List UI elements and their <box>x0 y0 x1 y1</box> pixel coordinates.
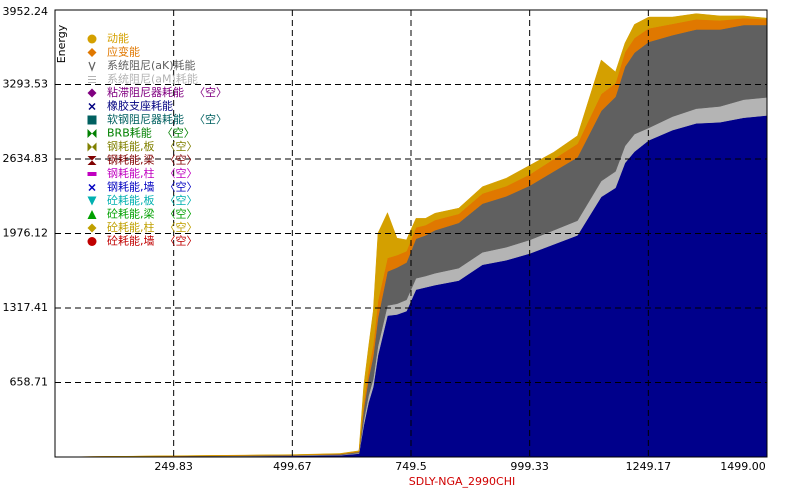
legend-label: 应变能 <box>107 45 140 59</box>
legend-note: 〈空〉 <box>194 112 227 126</box>
marker <box>87 172 97 176</box>
legend-marker <box>87 237 97 246</box>
y-tick-label: 3293.53 <box>3 78 49 91</box>
legend-marker <box>87 172 97 176</box>
marker <box>87 88 97 98</box>
marker <box>87 156 97 165</box>
x-tick-label: 249.83 <box>154 460 193 473</box>
legend-marker <box>88 183 96 192</box>
legend-label: 动能 <box>107 31 129 45</box>
legend-marker <box>88 102 96 111</box>
marker <box>87 129 97 138</box>
marker <box>87 223 97 233</box>
marker <box>88 183 96 192</box>
marker <box>88 102 96 111</box>
legend-label: 砼耗能,柱 <box>107 220 155 234</box>
legend-label: 砼耗能,梁 <box>107 207 155 221</box>
y-tick-label: 1317.41 <box>3 301 49 314</box>
y-tick-label: 2634.83 <box>3 152 49 165</box>
legend-marker <box>87 223 97 233</box>
legend-note: 〈空〉 <box>165 139 198 153</box>
legend-label: 软钢阻尼器耗能 <box>107 112 184 126</box>
legend-marker <box>87 210 97 219</box>
marker <box>87 34 97 44</box>
x-axis-label: SDLY-NGA_2990CHI <box>409 475 515 488</box>
legend-note: 〈空〉 <box>165 220 198 234</box>
legend-marker <box>87 129 97 138</box>
legend-label: 系统阻尼(aM)耗能 <box>107 72 198 86</box>
legend-marker <box>87 142 97 152</box>
legend-marker <box>87 115 97 125</box>
legend-note: 〈空〉 <box>162 126 195 140</box>
legend-label: 砼耗能,板 <box>107 193 155 207</box>
marker <box>88 61 96 72</box>
y-tick-label: 3952.24 <box>3 5 49 18</box>
legend-marker <box>87 34 97 44</box>
marker <box>87 48 97 57</box>
legend-label: BRB耗能 <box>107 126 152 140</box>
legend-note: 〈空〉 <box>165 166 198 180</box>
x-tick-label: 999.33 <box>510 460 549 473</box>
marker <box>87 210 97 219</box>
legend-marker <box>87 88 97 98</box>
legend-label: 钢耗能,柱 <box>107 166 155 180</box>
legend-marker <box>88 76 96 83</box>
legend-marker <box>87 48 97 57</box>
marker <box>87 142 97 152</box>
marker <box>87 115 97 125</box>
legend-label: 粘滞阻尼器耗能 <box>107 85 184 99</box>
legend-marker <box>88 61 96 72</box>
x-tick-label: 1499.00 <box>720 460 766 473</box>
legend-label: 系统阻尼(aK)耗能 <box>107 58 196 72</box>
y-tick-label: 1976.12 <box>3 227 49 240</box>
legend-note: 〈空〉 <box>194 85 227 99</box>
marker <box>87 196 97 206</box>
legend-label: 砼耗能,墙 <box>107 234 155 248</box>
plot-frame <box>54 9 768 458</box>
x-tick-label: 749.5 <box>395 460 427 473</box>
legend-note: 〈空〉 <box>165 193 198 207</box>
legend-note: 〈空〉 <box>165 234 198 248</box>
y-axis-label: Energy <box>55 24 68 63</box>
y-tick-label: 658.71 <box>10 375 49 388</box>
legend-note: 〈空〉 <box>165 153 198 167</box>
legend-marker <box>87 156 97 165</box>
legend-note: 〈空〉 <box>165 207 198 221</box>
legend-label: 橡胶支座耗能 <box>107 99 173 113</box>
legend-label: 钢耗能,板 <box>107 139 155 153</box>
legend-note: 〈空〉 <box>165 180 198 194</box>
legend-marker <box>87 196 97 206</box>
marker <box>87 237 97 246</box>
x-tick-label: 499.67 <box>273 460 312 473</box>
legend-label: 钢耗能,梁 <box>107 153 155 167</box>
x-tick-label: 1249.17 <box>626 460 672 473</box>
legend-label: 钢耗能,墙 <box>107 180 155 194</box>
